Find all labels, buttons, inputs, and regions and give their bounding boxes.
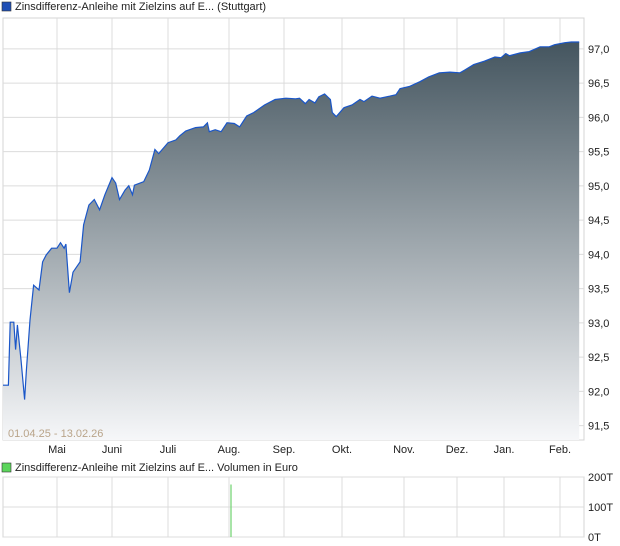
x-tick-label: Jan.: [494, 444, 515, 456]
x-tick-label: Juni: [102, 444, 122, 456]
y-tick-label: 91,5: [588, 421, 609, 433]
y-tick-label: 95,5: [588, 147, 609, 159]
price-line: [3, 41, 580, 400]
volume-y-tick-label: 200T: [588, 472, 613, 484]
price-area: [3, 42, 580, 440]
y-tick-label: 92,0: [588, 386, 609, 398]
y-tick-label: 96,0: [588, 112, 609, 124]
x-tick-label: Aug.: [218, 444, 241, 456]
y-tick-label: 94,0: [588, 249, 609, 261]
x-tick-label: Dez.: [446, 444, 469, 456]
y-tick-label: 96,5: [588, 78, 609, 90]
price-legend-swatch: [1, 1, 12, 12]
x-tick-label: Feb.: [549, 444, 571, 456]
price-legend-label: Zinsdifferenz-Anleihe mit Zielzins auf E…: [15, 1, 266, 13]
y-tick-label: 94,5: [588, 215, 609, 227]
date-range-label: 01.04.25 - 13.02.26: [8, 428, 103, 440]
volume-legend-label: Zinsdifferenz-Anleihe mit Zielzins auf E…: [15, 462, 298, 474]
x-tick-label: Mai: [48, 444, 66, 456]
y-tick-label: 97,0: [588, 44, 609, 56]
x-tick-label: Okt.: [332, 444, 352, 456]
volume-y-tick-label: 0T: [588, 532, 601, 544]
y-tick-label: 93,5: [588, 284, 609, 296]
volume-legend-swatch: [1, 462, 12, 473]
x-tick-label: Juli: [160, 444, 177, 456]
volume-y-tick-label: 100T: [588, 502, 613, 514]
x-tick-label: Sep.: [273, 444, 296, 456]
x-tick-label: Nov.: [393, 444, 415, 456]
y-tick-label: 92,5: [588, 352, 609, 364]
y-tick-label: 95,0: [588, 181, 609, 193]
y-tick-label: 93,0: [588, 318, 609, 330]
